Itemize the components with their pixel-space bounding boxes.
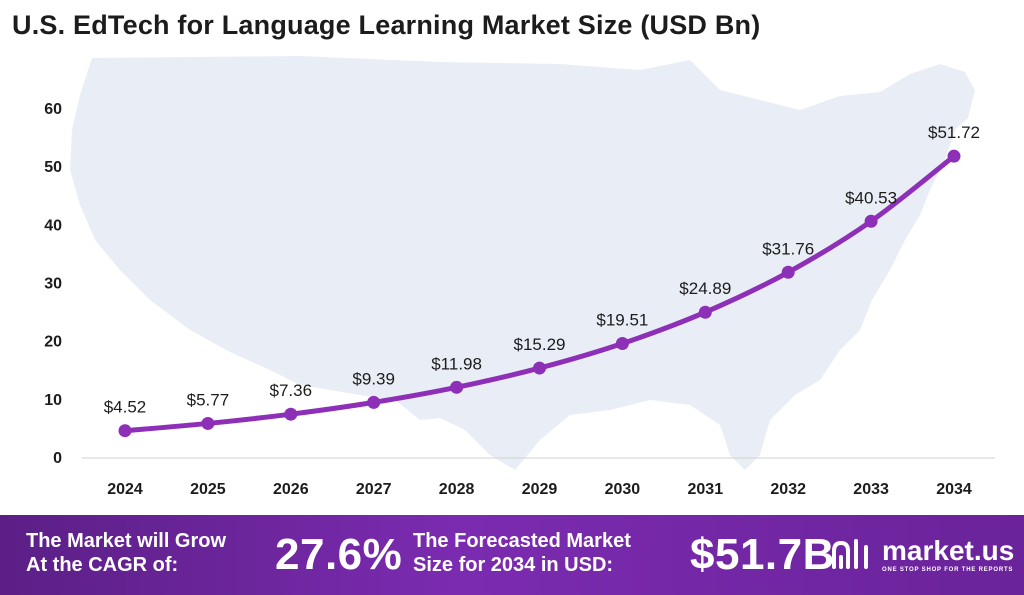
- data-label: $19.51: [596, 311, 648, 330]
- data-label: $7.36: [270, 381, 313, 400]
- data-point: [864, 214, 878, 228]
- x-tick-label: 2026: [273, 481, 309, 498]
- brand-name: market.us: [882, 535, 1015, 566]
- summary-banner: The Market will Grow At the CAGR of: 27.…: [0, 515, 1024, 595]
- cagr-label-line2: At the CAGR of:: [26, 554, 179, 576]
- y-tick-label: 60: [44, 101, 62, 118]
- data-label: $15.29: [514, 335, 566, 354]
- x-tick-label: 2024: [107, 481, 143, 498]
- us-map-silhouette: [70, 56, 975, 470]
- forecast-label-line2: Size for 2034 in USD:: [413, 554, 614, 576]
- data-label: $40.53: [845, 188, 897, 207]
- x-tick-label: 2034: [936, 481, 972, 498]
- data-label: $5.77: [187, 390, 230, 409]
- cagr-label: The Market will Grow At the CAGR of:: [26, 529, 226, 577]
- data-point: [284, 407, 298, 421]
- forecast-label: The Forecasted Market Size for 2034 in U…: [413, 529, 631, 577]
- data-point: [947, 149, 961, 163]
- data-point: [615, 337, 629, 351]
- chart-title: U.S. EdTech for Language Learning Market…: [12, 10, 761, 40]
- y-tick-label: 10: [44, 392, 62, 409]
- y-tick-label: 50: [44, 159, 62, 176]
- data-label: $51.72: [928, 123, 980, 142]
- brand-tagline: ONE STOP SHOP FOR THE REPORTS: [882, 567, 1014, 573]
- cagr-value: 27.6%: [275, 530, 403, 579]
- data-point: [450, 380, 464, 394]
- x-tick-label: 2027: [356, 481, 392, 498]
- cagr-label-line1: The Market will Grow: [26, 530, 227, 552]
- y-tick-label: 30: [44, 276, 62, 293]
- y-tick-label: 40: [44, 217, 62, 234]
- y-tick-label: 20: [44, 334, 62, 351]
- data-point: [201, 416, 215, 430]
- data-point: [781, 265, 795, 279]
- x-tick-label: 2030: [605, 481, 641, 498]
- x-tick-label: 2028: [439, 481, 475, 498]
- x-tick-label: 2031: [688, 481, 724, 498]
- x-tick-label: 2025: [190, 481, 226, 498]
- x-tick-label: 2029: [522, 481, 558, 498]
- forecast-label-line1: The Forecasted Market: [413, 530, 631, 552]
- forecast-value: $51.7B: [690, 530, 835, 579]
- data-label: $11.98: [431, 354, 482, 373]
- x-tick-label: 2032: [770, 481, 806, 498]
- data-point: [533, 361, 546, 375]
- x-tick-label: 2033: [853, 481, 889, 498]
- data-point: [118, 424, 132, 438]
- data-point: [698, 305, 712, 319]
- data-label: $24.89: [679, 279, 731, 298]
- data-label: $9.39: [352, 369, 395, 388]
- data-point: [367, 395, 381, 409]
- data-label: $31.76: [762, 239, 814, 258]
- data-label: $4.52: [104, 398, 147, 417]
- y-tick-label: 0: [53, 450, 62, 467]
- market-us-logo-icon: [832, 539, 868, 569]
